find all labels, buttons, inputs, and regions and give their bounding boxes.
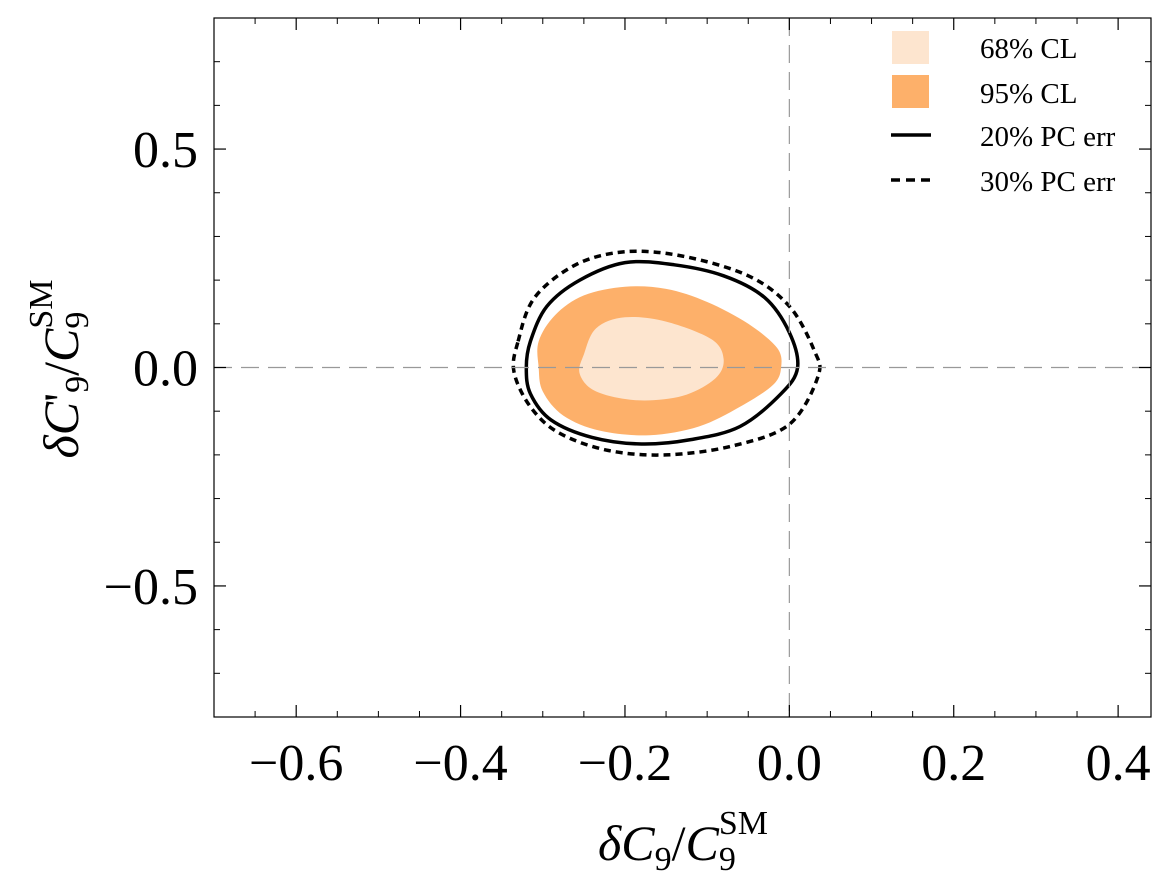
legend-label-pc20: 20% PC err bbox=[980, 121, 1116, 153]
legend: 68% CL 95% CL 20% PC err 30% PC err bbox=[891, 31, 1116, 198]
legend-swatch-cl68 bbox=[892, 31, 929, 64]
legend-swatch-cl95 bbox=[892, 75, 929, 108]
y-tick-labels: 0.5 0.0 −0.5 bbox=[104, 122, 198, 616]
x-tick-labels: −0.6 −0.4 −0.2 0.0 0.2 0.4 bbox=[249, 735, 1151, 792]
legend-label-cl95: 95% CL bbox=[980, 78, 1077, 110]
x-tick-label: −0.6 bbox=[249, 735, 343, 792]
y-tick-label: −0.5 bbox=[104, 559, 198, 616]
plot-frame bbox=[213, 17, 1152, 718]
x-tick-label: −0.4 bbox=[413, 735, 507, 792]
legend-label-cl68: 68% CL bbox=[980, 33, 1077, 65]
y-tick-label: 0.5 bbox=[133, 122, 198, 179]
y-axis-label: δC'9/C9SM bbox=[23, 279, 96, 458]
cl68-region bbox=[579, 316, 724, 401]
pc-error-30-contour bbox=[511, 249, 822, 457]
major-ticks bbox=[214, 18, 1151, 717]
x-tick-label: 0.2 bbox=[921, 735, 986, 792]
minor-ticks bbox=[214, 17, 1151, 718]
x-tick-label: 0.4 bbox=[1086, 735, 1151, 792]
x-axis-label: δC9/C9SM bbox=[598, 805, 768, 878]
y-tick-label: 0.0 bbox=[133, 341, 198, 398]
x-tick-label: −0.2 bbox=[578, 735, 672, 792]
x-tick-label: 0.0 bbox=[757, 735, 822, 792]
legend-label-pc30: 30% PC err bbox=[980, 166, 1116, 198]
pc-error-20-contour bbox=[524, 259, 800, 446]
